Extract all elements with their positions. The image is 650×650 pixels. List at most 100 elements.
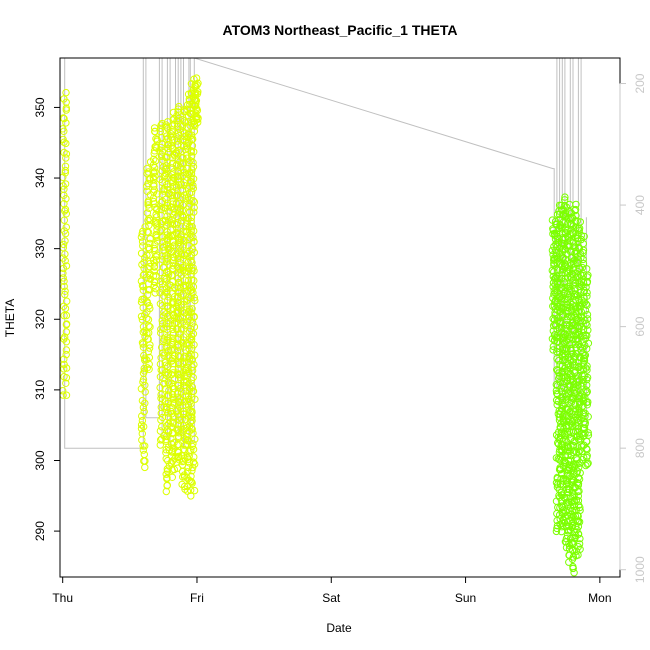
data-point	[151, 289, 159, 297]
data-point	[557, 453, 565, 461]
data-point	[189, 387, 197, 396]
data-point	[564, 422, 573, 430]
data-point	[164, 456, 172, 465]
data-point	[163, 135, 171, 144]
data-point	[184, 193, 192, 201]
data-point	[581, 409, 589, 417]
data-point	[152, 135, 160, 143]
data-point	[168, 290, 176, 298]
data-point	[569, 512, 577, 520]
data-point	[145, 344, 154, 352]
data-point	[554, 357, 563, 365]
data-point	[187, 188, 196, 197]
data-point	[184, 267, 192, 276]
data-point	[187, 478, 196, 486]
data-point	[179, 445, 188, 454]
data-point	[582, 444, 591, 453]
data-point	[562, 498, 571, 507]
data-point	[187, 256, 195, 265]
data-point	[153, 251, 161, 259]
data-point	[575, 463, 583, 471]
data-point	[175, 102, 183, 111]
data-point	[146, 262, 154, 271]
data-point	[143, 364, 152, 372]
data-point	[60, 387, 67, 395]
data-point	[60, 333, 69, 341]
data-point	[572, 448, 581, 456]
data-point	[184, 276, 193, 285]
data-point	[143, 298, 151, 306]
data-point	[180, 281, 188, 290]
data-point	[143, 329, 151, 337]
data-point	[174, 314, 182, 322]
x-axis-label: Date	[326, 621, 352, 635]
data-point	[167, 133, 176, 141]
y-axis-left: 290 300 310 320 330 340 350	[33, 97, 61, 541]
data-point	[580, 424, 589, 433]
x-tick-label: Sun	[455, 591, 476, 605]
data-point	[560, 377, 568, 386]
data-point	[62, 346, 71, 354]
data-point	[158, 252, 166, 260]
data-point	[60, 114, 68, 123]
data-point	[187, 472, 195, 480]
data-point	[170, 465, 179, 474]
data-point	[137, 424, 146, 433]
data-point	[60, 125, 67, 133]
data-point	[169, 369, 177, 377]
data-point	[548, 216, 557, 224]
data-point	[552, 479, 561, 487]
data-point	[164, 362, 172, 371]
data-point	[163, 475, 171, 483]
data-point	[139, 403, 148, 412]
data-point	[581, 331, 590, 339]
data-point	[188, 479, 196, 487]
data-point	[583, 265, 591, 273]
data-point	[567, 286, 575, 294]
data-point	[571, 205, 580, 214]
data-point	[564, 282, 573, 290]
data-point	[160, 380, 168, 388]
data-point	[579, 239, 587, 248]
data-point	[582, 389, 591, 397]
data-point	[562, 476, 570, 484]
data-point	[179, 369, 188, 377]
data-point	[560, 324, 568, 333]
data-point	[173, 112, 181, 120]
data-point	[188, 407, 196, 416]
data-point	[187, 308, 195, 317]
data-point	[548, 266, 556, 275]
data-point	[570, 243, 579, 252]
data-point	[145, 221, 153, 230]
data-point	[149, 161, 158, 169]
data-point	[577, 231, 585, 240]
data-point	[169, 393, 177, 401]
data-point	[163, 228, 171, 236]
data-point	[550, 259, 558, 267]
data-point	[162, 470, 170, 478]
data-point	[180, 410, 188, 419]
data-point	[189, 440, 197, 448]
data-point	[173, 389, 182, 397]
data-point	[572, 547, 581, 555]
data-point	[183, 219, 192, 228]
data-point	[576, 503, 584, 512]
data-point	[180, 106, 189, 114]
data-point	[189, 429, 197, 437]
data-point	[62, 262, 71, 270]
data-point	[188, 383, 197, 391]
y2-tick-label: 400	[633, 195, 647, 215]
data-point	[556, 433, 565, 441]
data-point	[138, 339, 147, 347]
data-point	[158, 317, 166, 325]
data-point	[574, 497, 583, 505]
data-point	[174, 426, 183, 434]
data-point	[168, 164, 176, 172]
data-point	[571, 352, 579, 360]
data-point	[146, 323, 154, 331]
data-point	[137, 421, 146, 429]
data-point	[138, 238, 147, 246]
data-point	[175, 381, 183, 389]
data-point	[565, 498, 573, 506]
data-point	[173, 441, 181, 449]
